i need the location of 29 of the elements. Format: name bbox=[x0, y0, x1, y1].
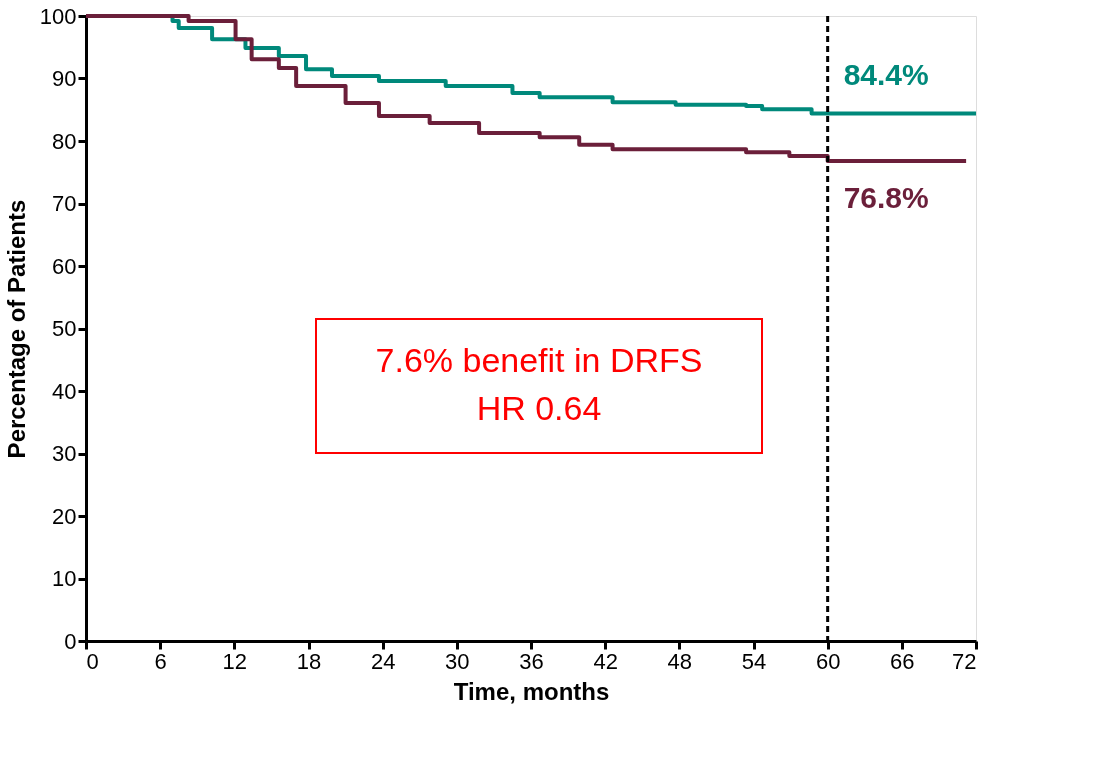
y-tick-label: 10 bbox=[52, 566, 77, 591]
x-tick-label: 60 bbox=[815, 648, 841, 674]
annotation: 84.4% bbox=[843, 57, 929, 91]
y-tick-label: 50 bbox=[52, 316, 77, 341]
x-tick-label: 36 bbox=[519, 648, 544, 674]
y-tick-label: 30 bbox=[52, 441, 77, 466]
x-tick-label: 42 bbox=[593, 648, 618, 674]
x-tick-label: 72 bbox=[952, 648, 977, 674]
y-tick-label: 60 bbox=[52, 253, 77, 279]
y-tick-label: 70 bbox=[52, 191, 77, 216]
y-tick-label: 100 bbox=[39, 3, 77, 29]
y-tick-label: 80 bbox=[52, 128, 77, 154]
x-axis-title: Time, months bbox=[453, 677, 610, 705]
x-tick-label: 30 bbox=[445, 648, 470, 674]
x-tick-label: 6 bbox=[154, 648, 167, 674]
annotation: 7.6% benefit in DRFS HR 0.64 bbox=[375, 341, 703, 427]
x-tick-label: 18 bbox=[296, 648, 322, 674]
y-tick-label: 90 bbox=[52, 66, 77, 91]
y-tick-label: 40 bbox=[52, 378, 77, 404]
x-tick-label: 54 bbox=[741, 648, 767, 674]
annotation: 76.8% bbox=[843, 181, 929, 214]
x-tick-label: 24 bbox=[370, 648, 396, 674]
x-tick-label: 12 bbox=[222, 648, 248, 674]
y-tick-label: 20 bbox=[52, 503, 77, 529]
x-tick-label: 48 bbox=[667, 648, 693, 674]
x-tick-label: 0 bbox=[86, 648, 99, 674]
y-tick-label: 0 bbox=[64, 628, 77, 654]
y-axis-title: Percentage of Patients bbox=[2, 199, 30, 459]
x-tick-label: 66 bbox=[890, 648, 915, 674]
